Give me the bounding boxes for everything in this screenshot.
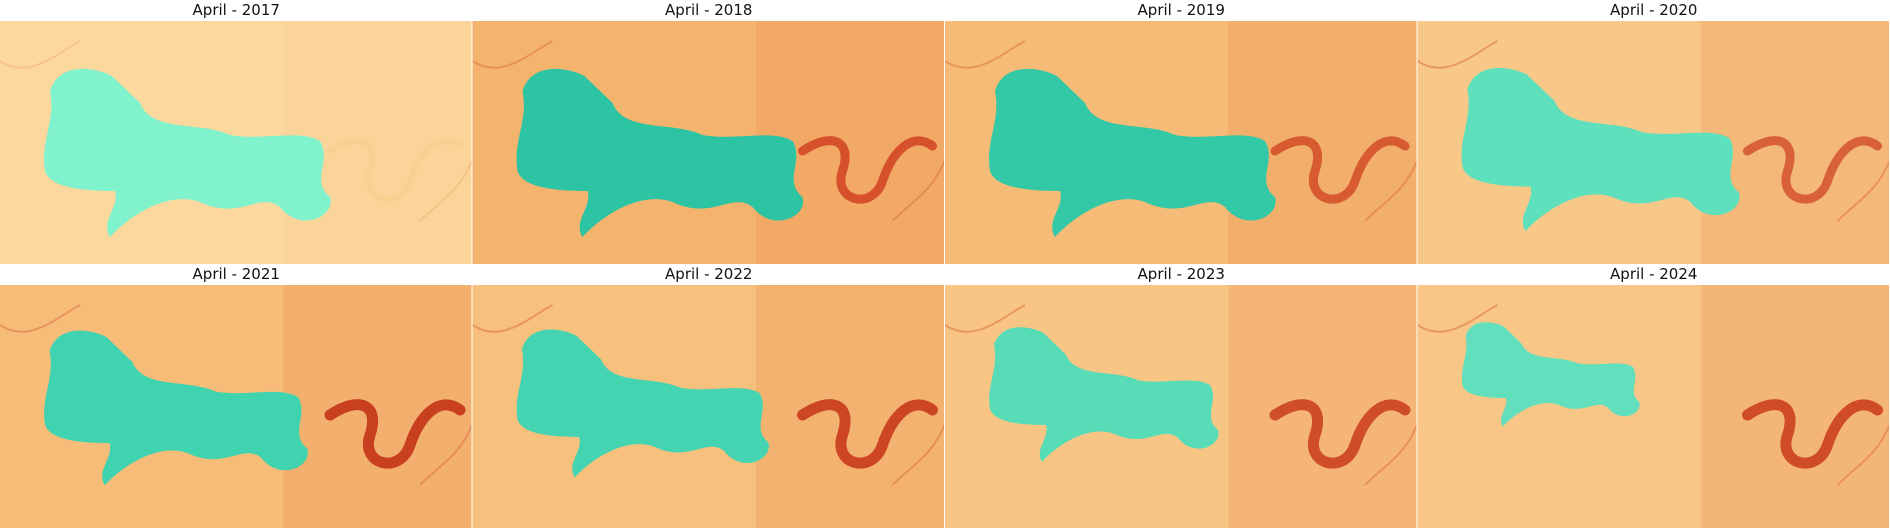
panel-title: April - 2020 xyxy=(1610,1,1697,19)
panel-title: April - 2022 xyxy=(665,265,752,283)
panel: April - 2024 xyxy=(1418,265,1890,528)
panel: April - 2017 xyxy=(0,1,473,264)
satellite-image xyxy=(1418,285,1890,528)
satellite-image xyxy=(473,21,946,264)
panel: April - 2020 xyxy=(1418,1,1890,264)
satellite-image xyxy=(473,285,946,528)
panel: April - 2018 xyxy=(473,1,946,264)
panel-title: April - 2024 xyxy=(1610,265,1697,283)
satellite-image xyxy=(945,285,1418,528)
satellite-image xyxy=(1418,21,1890,264)
panel: April - 2023 xyxy=(945,265,1418,528)
panel-title: April - 2021 xyxy=(193,265,280,283)
panel-title: April - 2017 xyxy=(193,1,280,19)
panel: April - 2019 xyxy=(945,1,1418,264)
satellite-image xyxy=(0,285,473,528)
satellite-image xyxy=(945,21,1418,264)
panel: April - 2022 xyxy=(473,265,946,528)
panel-title: April - 2018 xyxy=(665,1,752,19)
satellite-image xyxy=(0,21,473,264)
panel-title: April - 2023 xyxy=(1138,265,1225,283)
panel: April - 2021 xyxy=(0,265,473,528)
panel-title: April - 2019 xyxy=(1138,1,1225,19)
